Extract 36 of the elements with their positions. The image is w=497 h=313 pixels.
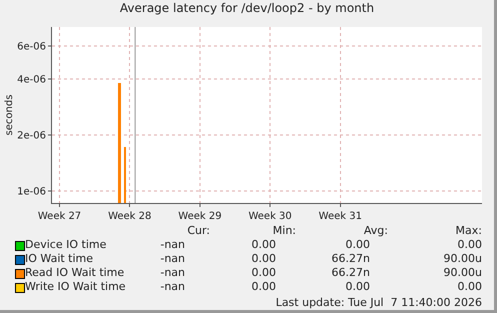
y-tick-label: 4e-06 <box>17 74 46 86</box>
y-axis-title: seconds <box>4 94 16 136</box>
legend-label: Read IO Wait time <box>25 266 124 279</box>
text: Avg: <box>364 224 388 237</box>
text: Max: <box>456 224 482 237</box>
x-tick-label: Week 31 <box>318 211 362 222</box>
legend-label: IO Wait time <box>25 252 94 265</box>
x-tick-label: Week 28 <box>108 211 152 222</box>
text: -nan <box>160 280 185 293</box>
y-tick-label: 1e-06 <box>17 186 46 198</box>
text: -nan <box>160 238 185 251</box>
x-tick-label: Week 30 <box>248 211 292 222</box>
text: 0.00 <box>252 280 276 293</box>
x-tick-label: Week 27 <box>38 211 82 222</box>
text: Min: <box>272 224 296 237</box>
text: 66.27n <box>332 252 370 265</box>
text: 0.00 <box>458 280 482 293</box>
legend-label: Device IO time <box>25 238 106 251</box>
text: 0.00 <box>252 238 276 251</box>
text: Last update: Tue Jul 7 11:40:00 2026 <box>276 296 482 309</box>
text: 0.00 <box>346 280 370 293</box>
text: -nan <box>160 266 185 279</box>
y-tick-label: 2e-06 <box>17 130 46 142</box>
x-tick-label: Week 29 <box>178 211 222 222</box>
text: 90.00u <box>444 266 482 279</box>
text: 0.00 <box>252 266 276 279</box>
text: 0.00 <box>252 252 276 265</box>
legend-label: Write IO Wait time <box>25 280 126 293</box>
text: 66.27n <box>332 266 370 279</box>
text: 90.00u <box>444 252 482 265</box>
text: 0.00 <box>458 238 482 251</box>
y-tick-label: 6e-06 <box>17 42 46 53</box>
chart-title: Average latency for /dev/loop2 - by month <box>120 0 374 15</box>
text: 0.00 <box>346 238 370 251</box>
text: Cur: <box>187 224 210 237</box>
text: -nan <box>160 252 185 265</box>
